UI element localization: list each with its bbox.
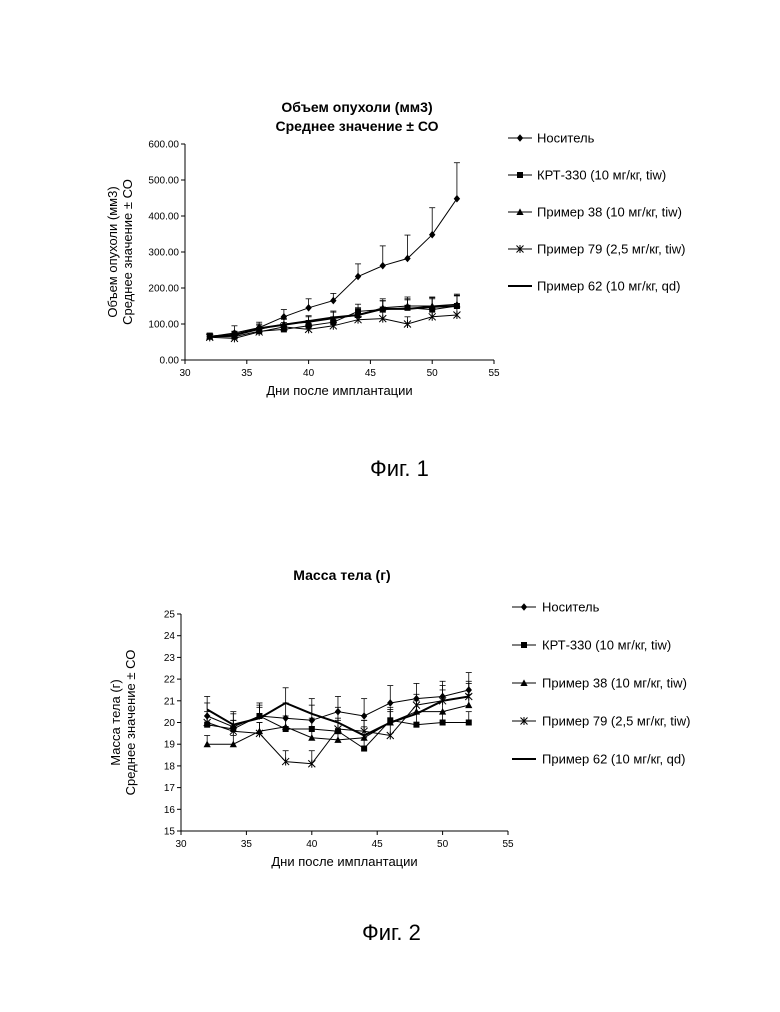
chart-2-y-tick-label: 24 (164, 631, 176, 642)
chart-2-series-2-point (440, 720, 446, 726)
figure-canvas: Объем опухоли (мм3)Среднее значение ± СО… (0, 0, 780, 1012)
chart-1-x-tick-label: 45 (365, 368, 377, 379)
chart-1-legend-label: Носитель (537, 131, 595, 146)
chart-2-y-tick-label: 23 (164, 653, 176, 664)
chart-1-series-4-point (404, 320, 411, 328)
chart-1-y-tick-label: 0.00 (160, 356, 180, 367)
chart-2-legend-label: КРТ-330 (10 мг/кг, tiw) (542, 638, 671, 653)
chart-2-legend-label: Носитель (542, 600, 600, 615)
chart-1-x-axis-label: Дни после имплантации (266, 383, 412, 398)
chart-1-legend-marker (517, 172, 523, 178)
chart-2-y-tick-label: 25 (164, 610, 176, 621)
chart-1-y-tick-label: 300.00 (148, 248, 179, 259)
chart-2-x-tick-label: 55 (502, 839, 514, 850)
chart-2-series-3-point (308, 734, 315, 741)
chart-1-x-tick-label: 40 (303, 368, 315, 379)
chart-2-legend-label: Пример 79 (2,5 мг/кг, tiw) (542, 714, 691, 729)
chart-2-x-tick-label: 30 (175, 839, 187, 850)
chart-1-legend-marker (517, 134, 523, 142)
chart-1-legend-item-4: Пример 79 (2,5 мг/кг, tiw) (508, 242, 686, 257)
chart-1-y-tick-label: 200.00 (148, 284, 179, 295)
chart-1-y-axis-label-line-2: Среднее значение ± СО (120, 179, 135, 325)
chart-2-series-2-point (361, 746, 367, 752)
chart-1-y-tick-label: 400.00 (148, 212, 179, 223)
chart-2-y-tick-label: 16 (164, 805, 176, 816)
chart-1-x-tick-label: 30 (179, 368, 191, 379)
chart-1-legend-label: Пример 38 (10 мг/кг, tiw) (537, 205, 682, 220)
chart-1-series-1-point (380, 262, 386, 270)
chart-2-y-tick-label: 18 (164, 761, 176, 772)
chart-2-x-tick-label: 35 (241, 839, 253, 850)
chart-2-series-2-point (413, 722, 419, 728)
chart-2-x-tick-label: 45 (372, 839, 384, 850)
chart-2-title-line-1: Масса тела (г) (293, 567, 390, 583)
chart-2-legend-item-3: Пример 38 (10 мг/кг, tiw) (512, 676, 687, 691)
chart-2-legend-item-4: Пример 79 (2,5 мг/кг, tiw) (512, 714, 691, 729)
chart-2-x-tick-label: 50 (437, 839, 449, 850)
chart-2-series-2-point (466, 720, 472, 726)
chart-2-y-tick-label: 15 (164, 827, 176, 838)
figure-2-caption: Фиг. 2 (362, 920, 421, 946)
chart-2-series-3-point (465, 702, 472, 709)
chart-1-legend-item-2: КРТ-330 (10 мг/кг, tiw) (508, 168, 666, 183)
chart-2-legend-label: Пример 62 (10 мг/кг, qd) (542, 752, 685, 767)
chart-1-series-1-point (305, 304, 311, 312)
chart-1-legend-label: Пример 79 (2,5 мг/кг, tiw) (537, 242, 686, 257)
chart-2-series-1-point (361, 712, 367, 720)
chart-1-x-tick-label: 55 (488, 368, 500, 379)
chart-2-legend-item-2: КРТ-330 (10 мг/кг, tiw) (512, 638, 671, 653)
chart-1-y-tick-label: 600.00 (148, 140, 179, 151)
chart-1: Объем опухоли (мм3)Среднее значение ± СО… (105, 99, 686, 398)
chart-1-legend-label: Пример 62 (10 мг/кг, qd) (537, 279, 680, 294)
chart-1-y-axis-label-line-1: Объем опухоли (мм3) (105, 186, 120, 317)
chart-2-y-axis-label-line-2: Среднее значение ± СО (123, 650, 138, 796)
chart-1-y-tick-label: 500.00 (148, 176, 179, 187)
chart-2-legend-label: Пример 38 (10 мг/кг, tiw) (542, 676, 687, 691)
chart-1-legend-item-5: Пример 62 (10 мг/кг, qd) (508, 279, 680, 294)
chart-2-y-tick-label: 21 (164, 696, 176, 707)
chart-2-series-1-point (387, 699, 393, 707)
chart-2: Масса тела (г) 15 16 17 18 19 20 21 22 23 24 25 30 35… (108, 567, 691, 869)
chart-2-legend-marker (521, 642, 527, 648)
chart-1-legend-item-1: Носитель (508, 131, 595, 146)
chart-1-y-tick-label: 100.00 (148, 320, 179, 331)
figure-1-caption: Фиг. 1 (370, 456, 429, 482)
chart-2-legend-marker (521, 603, 527, 611)
chart-2-y-tick-label: 22 (164, 675, 176, 686)
chart-2-x-axis-label: Дни после имплантации (271, 854, 417, 869)
chart-2-legend-item-1: Носитель (512, 600, 600, 615)
chart-1-legend-item-3: Пример 38 (10 мг/кг, tiw) (508, 205, 682, 220)
chart-1-x-tick-label: 35 (241, 368, 253, 379)
chart-1-legend-label: КРТ-330 (10 мг/кг, tiw) (537, 168, 666, 183)
chart-1-title-line-1: Объем опухоли (мм3) (281, 99, 432, 115)
chart-2-x-tick-label: 40 (306, 839, 318, 850)
chart-1-x-tick-label: 50 (427, 368, 439, 379)
chart-2-y-tick-label: 17 (164, 783, 176, 794)
chart-2-y-tick-label: 19 (164, 740, 176, 751)
chart-2-y-axis-label-line-1: Масса тела (г) (108, 679, 123, 765)
chart-2-y-tick-label: 20 (164, 718, 176, 729)
chart-1-title-line-2: Среднее значение ± СО (276, 118, 439, 134)
chart-2-legend-item-5: Пример 62 (10 мг/кг, qd) (512, 752, 685, 767)
